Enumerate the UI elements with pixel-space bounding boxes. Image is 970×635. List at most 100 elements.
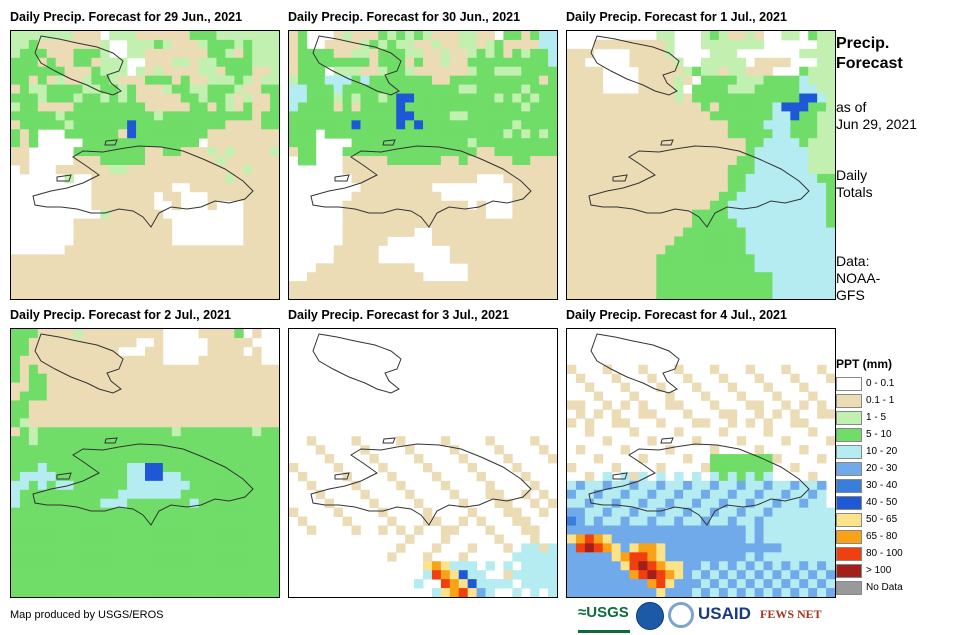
- precip-cell: [162, 525, 173, 535]
- precip-cell: [261, 245, 271, 255]
- precip-cell: [512, 507, 522, 517]
- precip-cell: [727, 66, 738, 77]
- precip-cell: [234, 182, 244, 193]
- precip-cell: [781, 147, 791, 157]
- precip-cell: [467, 48, 477, 59]
- precip-cell: [584, 570, 595, 580]
- precip-cell: [674, 191, 684, 202]
- precip-cell: [225, 173, 235, 184]
- precip-cell: [127, 400, 137, 410]
- precip-cell: [91, 436, 101, 446]
- precip-cell: [440, 173, 451, 184]
- precip-cell: [727, 129, 738, 139]
- precip-cell: [817, 236, 827, 246]
- precip-cell: [718, 373, 729, 383]
- precip-cell: [826, 290, 835, 299]
- precip-cell: [521, 245, 531, 255]
- precip-cell: [387, 191, 397, 202]
- precip-cell: [763, 182, 773, 193]
- precip-cell: [431, 290, 442, 299]
- precip-cell: [189, 534, 199, 544]
- precip-cell: [584, 254, 595, 264]
- precip-cell: [548, 191, 557, 202]
- precip-cell: [234, 480, 244, 491]
- precip-cell: [602, 39, 613, 50]
- precip-cell: [808, 93, 818, 103]
- precip-cell: [539, 552, 549, 562]
- precip-cell: [449, 489, 460, 500]
- legend-label: 40 - 50: [866, 497, 898, 508]
- precip-cell: [611, 111, 621, 121]
- precip-cell: [234, 75, 244, 85]
- precip-cell: [530, 254, 540, 264]
- precip-cell: [252, 263, 262, 273]
- precip-cell: [136, 436, 146, 446]
- precip-cell: [11, 129, 21, 139]
- precip-cell: [82, 382, 92, 392]
- precip-cell: [145, 507, 155, 517]
- precip-cell: [736, 129, 747, 139]
- hispaniola-outline: [32, 443, 254, 526]
- precip-cell: [82, 48, 92, 59]
- precip-cell: [109, 373, 119, 383]
- precip-cell: [727, 552, 738, 562]
- precip-cell: [145, 147, 155, 157]
- precip-cell: [790, 93, 800, 103]
- precip-cell: [225, 391, 235, 401]
- precip-cell: [584, 480, 595, 491]
- precip-cell: [19, 409, 30, 419]
- precip-cell: [665, 84, 675, 94]
- precip-cell: [503, 57, 513, 68]
- precip-cell: [467, 75, 477, 85]
- precip-cell: [46, 102, 57, 112]
- precip-cell: [503, 173, 513, 184]
- precip-cell: [216, 454, 226, 464]
- precip-cell: [28, 138, 39, 148]
- precip-cell: [91, 173, 101, 184]
- precip-cell: [243, 209, 253, 219]
- precip-cell: [37, 290, 48, 299]
- precip-cell: [145, 463, 155, 473]
- precip-cell: [109, 66, 119, 77]
- precip-cell: [127, 534, 137, 544]
- precip-cell: [611, 373, 621, 383]
- island-outline: [334, 174, 350, 182]
- precip-cell: [745, 102, 755, 112]
- precip-cell: [297, 75, 308, 85]
- precip-cell: [19, 111, 30, 121]
- precip-cell: [64, 355, 74, 366]
- precip-cell: [799, 147, 809, 157]
- precip-cell: [620, 200, 630, 211]
- precip-cell: [145, 534, 155, 544]
- precip-cell: [584, 245, 595, 255]
- precip-cell: [665, 138, 675, 148]
- precip-cell: [790, 561, 800, 571]
- precip-cell: [521, 66, 531, 77]
- precip-cell: [727, 39, 738, 50]
- precip-cell: [145, 263, 155, 273]
- precip-cell: [180, 93, 191, 103]
- precip-cell: [127, 281, 137, 291]
- precip-cell: [171, 48, 182, 59]
- precip-cell: [611, 191, 621, 202]
- precip-cell: [567, 263, 577, 273]
- precip-cell: [118, 272, 128, 282]
- precip-cell: [602, 570, 613, 580]
- precip-cell: [754, 525, 764, 535]
- precip-cell: [629, 570, 639, 580]
- precip-cell: [234, 337, 244, 348]
- precip-cell: [817, 75, 827, 85]
- precip-cell: [431, 48, 442, 59]
- precip-cell: [665, 173, 675, 184]
- precip-cell: [512, 182, 522, 193]
- precip-cell: [799, 138, 809, 148]
- precip-cell: [629, 218, 639, 228]
- precip-cell: [584, 382, 595, 392]
- precip-cell: [548, 281, 557, 291]
- precip-cell: [530, 120, 540, 130]
- precip-cell: [91, 182, 101, 193]
- precip-cell: [808, 588, 818, 597]
- precip-cell: [521, 254, 531, 264]
- precip-cell: [127, 489, 137, 500]
- precip-cell: [261, 165, 271, 175]
